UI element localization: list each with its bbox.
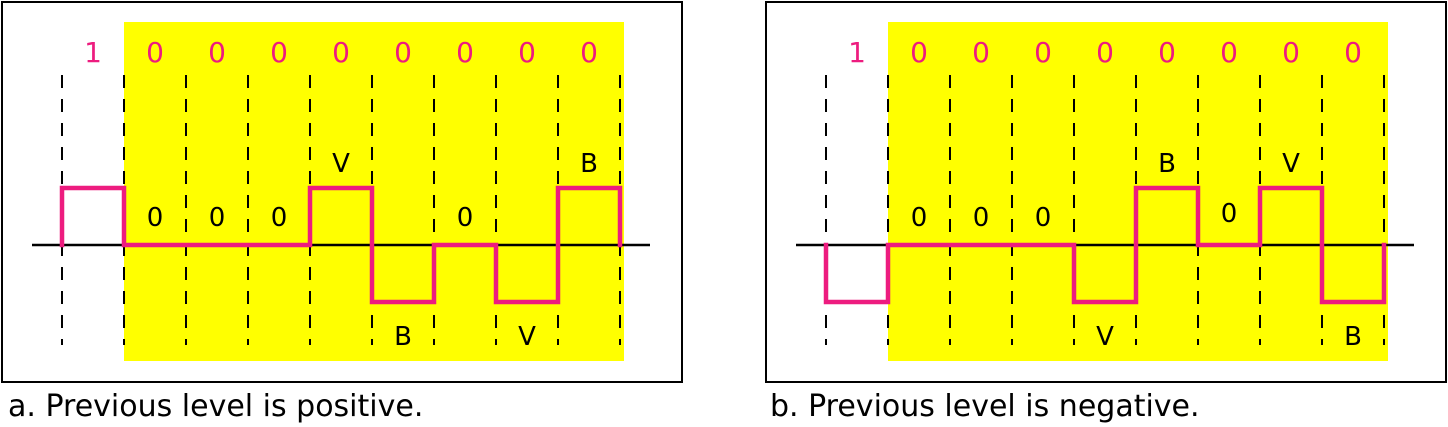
hdb3-diagram-positive: 1 0 0 0 0 0 0 0 0 0 0 0 V B 0 V B <box>1 1 683 383</box>
bit-label: 1 <box>848 36 866 69</box>
pulse-symbol-label: 0 <box>457 203 474 233</box>
panel-frame <box>765 1 1447 383</box>
bit-label: 0 <box>580 36 598 69</box>
hdb3-signal <box>59 185 623 305</box>
pulse-symbol-label: 0 <box>973 203 990 233</box>
pulse-symbol-label: V <box>1096 322 1114 352</box>
bit-label: 0 <box>270 36 288 69</box>
bit-label: 0 <box>1158 36 1176 69</box>
bit-label: 0 <box>332 36 350 69</box>
bit-label: 0 <box>146 36 164 69</box>
pulse-symbol-label: 0 <box>1035 203 1052 233</box>
pulse-symbol-label: 0 <box>911 203 928 233</box>
bit-label: 0 <box>1344 36 1362 69</box>
bit-label: 1 <box>84 36 102 69</box>
bit-label: 0 <box>394 36 412 69</box>
bit-label: 0 <box>1220 36 1238 69</box>
panel-frame <box>1 1 683 383</box>
bit-label: 0 <box>1282 36 1300 69</box>
hdb3-signal <box>823 185 1387 305</box>
bit-label: 0 <box>972 36 990 69</box>
panel-previous-negative: 1 0 0 0 0 0 0 0 0 0 0 0 V B 0 V B b. Previous level is n… <box>764 0 1448 427</box>
hdb3-diagram-negative: 1 0 0 0 0 0 0 0 0 0 0 0 V B 0 V B <box>765 1 1447 383</box>
pulse-symbol-label: B <box>394 322 412 352</box>
pulse-symbol-label: 0 <box>271 203 288 233</box>
bit-label: 0 <box>518 36 536 69</box>
pulse-symbol-label: 0 <box>209 203 226 233</box>
bit-label: 0 <box>456 36 474 69</box>
bit-label: 0 <box>1034 36 1052 69</box>
pulse-symbol-label: 0 <box>147 203 164 233</box>
bit-label: 0 <box>1096 36 1114 69</box>
pulse-symbol-label: B <box>1158 149 1176 179</box>
bit-label: 0 <box>208 36 226 69</box>
caption-previous-negative: b. Previous level is negative. <box>770 389 1200 424</box>
pulse-symbol-label: V <box>518 322 536 352</box>
pulse-symbol-label: V <box>332 149 350 179</box>
pulse-symbol-label: B <box>580 149 598 179</box>
bit-label: 0 <box>910 36 928 69</box>
panel-previous-positive: 1 0 0 0 0 0 0 0 0 0 0 0 V B 0 V B a. Previous level is p… <box>0 0 684 427</box>
caption-previous-positive: a. Previous level is positive. <box>8 389 424 424</box>
pulse-symbol-label: B <box>1344 322 1362 352</box>
pulse-symbol-label: 0 <box>1221 199 1238 229</box>
pulse-symbol-label: V <box>1282 149 1300 179</box>
